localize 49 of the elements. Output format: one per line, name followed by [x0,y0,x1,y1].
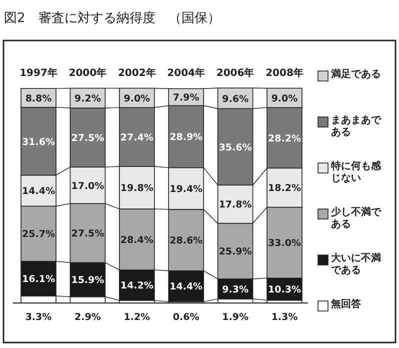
data-label: 33.0% [268,238,302,250]
data-label: 19.4% [170,184,204,196]
data-label: 17.8% [218,200,252,211]
data-label: 14.4% [22,186,56,198]
x-tick-label: 2002年 [118,67,156,79]
data-label: 14.2% [120,280,154,292]
data-label: 8.8% [25,93,52,104]
data-label: 27.5% [71,228,105,240]
data-label: 31.6% [22,136,56,148]
data-label: 16.1% [22,274,56,286]
data-label: 3.3% [25,312,52,323]
x-tick-label: 1997年 [20,67,58,79]
data-label: 18.2% [268,183,302,194]
data-label: 7.9% [172,92,200,104]
data-label: 28.2% [268,133,302,144]
legend-label: 無回答 [331,299,362,311]
data-label: 27.5% [71,133,105,144]
legend-label: 満足である [331,69,382,81]
data-label: 1.2% [124,312,151,323]
x-tick-label: 2000年 [68,67,107,79]
x-tick-label: 2008年 [266,67,304,79]
x-tick-label: 2006年 [216,67,254,79]
data-label: 25.9% [218,246,252,258]
data-label: 25.7% [22,229,56,240]
x-tick-label: 2004年 [167,67,206,79]
data-label: 19.8% [120,183,154,194]
legend-label: 特に何も感じない [331,161,382,185]
data-label: 27.4% [120,132,154,144]
data-label: 28.6% [170,236,204,247]
data-label: 15.9% [71,275,105,286]
legend-label: 大いに不満である [331,253,382,277]
chart-title: 図2 審査に対する納得度 （国保） [4,10,220,26]
legend-label: まあまあである [331,115,382,139]
data-label: 10.3% [268,284,302,296]
data-label: 9.3% [222,284,249,296]
data-label: 9.2% [74,94,102,105]
legend-label: 少し不満である [331,207,382,231]
data-label: 35.6% [218,142,252,154]
data-label: 1.9% [222,312,249,323]
data-label: 17.0% [71,180,105,192]
data-label: 1.3% [271,312,298,323]
data-label: 2.9% [74,312,102,323]
data-label: 28.9% [170,132,204,144]
data-label: 9.0% [271,93,298,104]
data-label: 14.4% [170,282,204,293]
data-label: 9.0% [124,93,151,104]
data-label: 9.6% [222,94,249,105]
data-label: 28.4% [120,234,154,246]
data-label: 0.6% [172,312,200,323]
